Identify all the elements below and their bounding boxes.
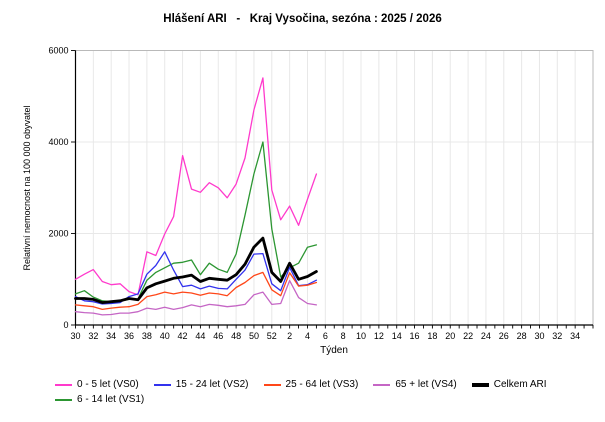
legend-swatch (373, 383, 391, 386)
y-tick-label: 0 (63, 320, 68, 330)
legend: 0 - 5 let (VS0) 15 - 24 let (VS2) 25 - 64 … (55, 379, 547, 409)
legend-swatch (153, 383, 171, 386)
legend-label: 0 - 5 let (VS0) (77, 379, 139, 390)
y-tick-label: 6000 (48, 46, 68, 56)
x-tick-label: 34 (570, 331, 580, 341)
legend-swatch (471, 382, 489, 387)
x-tick-label: 42 (178, 331, 188, 341)
series-line-Celkem-ARI (74, 236, 318, 305)
x-tick-label: 22 (463, 331, 473, 341)
series-line-0-5-let-VS0 (74, 77, 318, 296)
x-tick-label: 18 (427, 331, 437, 341)
x-tick-label: 14 (392, 331, 402, 341)
y-tick-label: 4000 (48, 137, 68, 147)
legend-item: 15 - 24 let (VS2) (153, 379, 249, 390)
legend-label: 15 - 24 let (VS2) (175, 379, 249, 390)
legend-row: 0 - 5 let (VS0) 15 - 24 let (VS2) 25 - 64 … (55, 379, 547, 390)
x-tick-label: 36 (124, 331, 134, 341)
x-tick-label: 46 (213, 331, 223, 341)
x-axis-label: Týden (320, 345, 348, 356)
x-tick-label: 2 (287, 331, 292, 341)
x-tick-label: 34 (106, 331, 116, 341)
series-line-15-24-let-VS2 (74, 251, 318, 305)
x-tick-label: 44 (195, 331, 205, 341)
legend-swatch (263, 383, 281, 386)
legend-swatch (55, 398, 72, 401)
x-tick-label: 48 (231, 331, 241, 341)
legend-item: 65 + let (VS4) (373, 379, 457, 390)
legend-label: 6 - 14 let (VS1) (77, 394, 145, 405)
x-tick-label: 30 (70, 331, 80, 341)
legend-item: 0 - 5 let (VS0) (55, 379, 139, 390)
x-tick-label: 26 (499, 331, 509, 341)
series-line-25-64-let-VS3 (74, 271, 318, 311)
x-tick-label: 32 (552, 331, 562, 341)
legend-label: 65 + let (VS4) (395, 379, 457, 390)
x-tick-label: 38 (142, 331, 152, 341)
x-tick-label: 24 (481, 331, 491, 341)
x-tick-label: 8 (341, 331, 346, 341)
x-tick-label: 30 (534, 331, 544, 341)
legend-item: Celkem ARI (471, 379, 547, 390)
x-tick-label: 16 (410, 331, 420, 341)
legend-item: 6 - 14 let (VS1) (55, 394, 144, 405)
x-tick-label: 12 (374, 331, 384, 341)
x-tick-label: 28 (517, 331, 527, 341)
legend-swatch (55, 383, 72, 386)
x-tick-label: 10 (356, 331, 366, 341)
series-line-65-let-VS4 (74, 279, 318, 316)
x-tick-label: 6 (323, 331, 328, 341)
legend-label: Celkem ARI (493, 379, 547, 390)
legend-label: 25 - 64 let (VS3) (285, 379, 359, 390)
y-tick-label: 2000 (48, 229, 68, 239)
legend-row: 6 - 14 let (VS1) (55, 394, 547, 405)
legend-item: 25 - 64 let (VS3) (263, 379, 359, 390)
x-tick-label: 4 (305, 331, 310, 341)
x-tick-label: 20 (445, 331, 455, 341)
x-tick-label: 40 (160, 331, 170, 341)
x-tick-label: 50 (249, 331, 259, 341)
x-tick-label: 52 (267, 331, 277, 341)
chart-title: Hlášení ARI - Kraj Vysočina, sezóna : 20… (163, 13, 442, 25)
x-tick-label: 32 (88, 331, 98, 341)
